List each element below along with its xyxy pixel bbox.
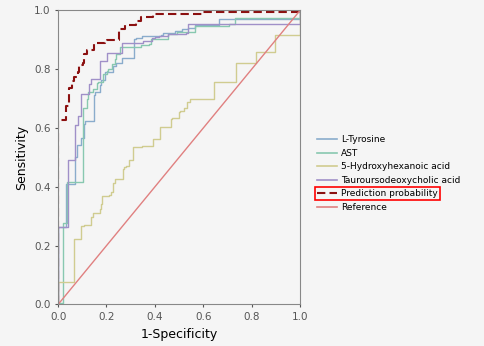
Y-axis label: Sensitivity: Sensitivity [15,125,29,190]
Legend: L-Tyrosine, AST, 5-Hydroxyhexanoic acid, Tauroursodeoxycholic acid, Prediction p: L-Tyrosine, AST, 5-Hydroxyhexanoic acid,… [314,133,464,215]
X-axis label: 1-Specificity: 1-Specificity [140,328,218,341]
